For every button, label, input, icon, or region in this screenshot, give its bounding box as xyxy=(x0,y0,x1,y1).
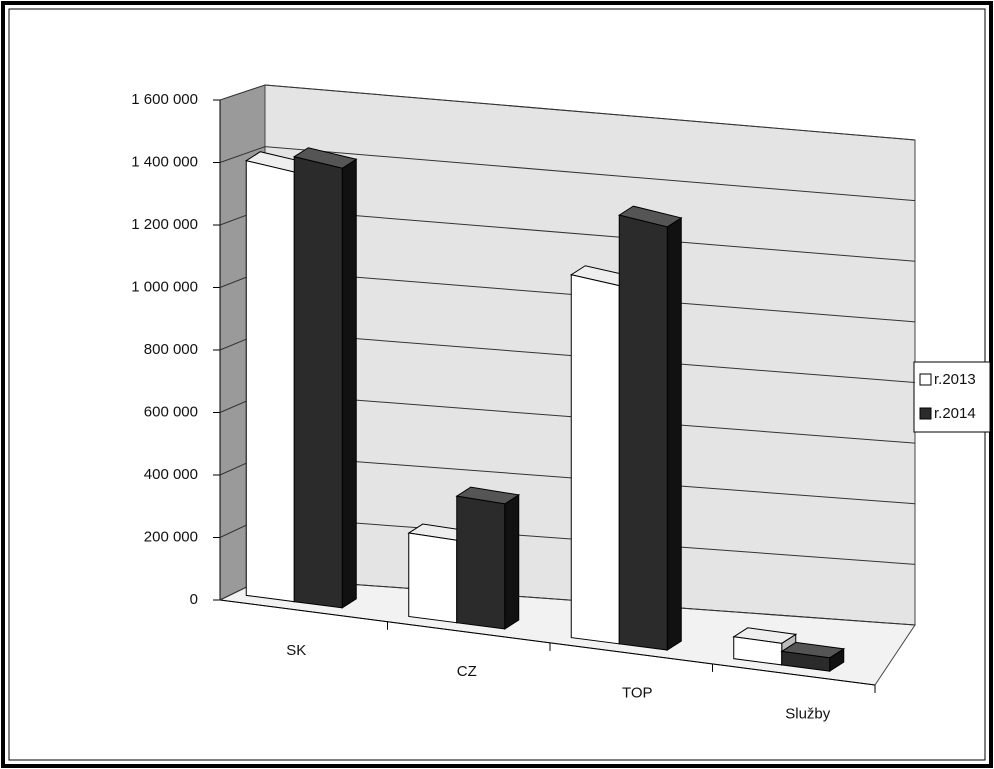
x-axis xyxy=(219,599,876,686)
x-tick-label: TOP xyxy=(622,684,653,701)
bar xyxy=(293,156,343,609)
legend-swatch xyxy=(919,373,932,386)
y-tick-label: 1 600 000 xyxy=(131,91,198,108)
x-tick-label: SK xyxy=(286,642,306,659)
bar-side xyxy=(666,217,682,651)
x-tick-label: CZ xyxy=(457,663,477,680)
legend-label: r.2014 xyxy=(934,405,976,422)
bar xyxy=(408,532,458,624)
bar xyxy=(570,274,620,645)
y-tick-label: 200 000 xyxy=(144,528,198,545)
x-tick-label: Služby xyxy=(785,705,831,722)
legend-label: r.2013 xyxy=(934,371,976,388)
y-tick-label: 1 400 000 xyxy=(131,153,198,170)
bar xyxy=(781,650,831,672)
y-tick-label: 400 000 xyxy=(144,466,198,483)
y-tick-label: 1 000 000 xyxy=(131,278,198,295)
bar-side xyxy=(341,158,357,609)
grid-line xyxy=(219,84,916,141)
y-tick-label: 600 000 xyxy=(144,403,198,420)
bar-side xyxy=(504,494,520,630)
y-tick-label: 0 xyxy=(190,591,198,608)
legend-swatch xyxy=(919,407,932,420)
y-tick-label: 1 200 000 xyxy=(131,216,198,233)
bar xyxy=(456,495,506,630)
legend xyxy=(913,361,991,433)
bar xyxy=(245,160,295,603)
grid-line xyxy=(219,146,916,202)
y-tick-label: 800 000 xyxy=(144,341,198,358)
bar xyxy=(618,214,668,651)
